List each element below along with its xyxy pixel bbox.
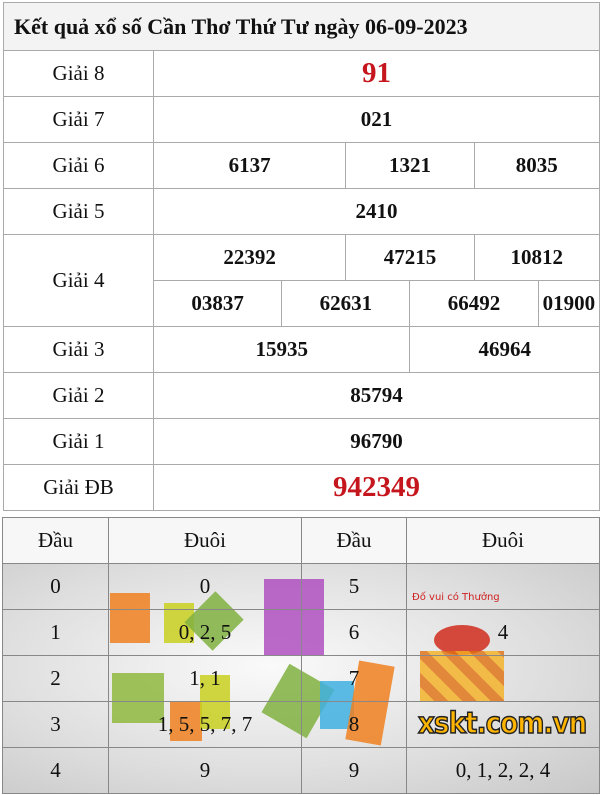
prize-value: 10812 bbox=[473, 234, 601, 281]
prize-row-6: Giải 6 6137 1321 8035 bbox=[3, 142, 601, 189]
prize-value: 1321 bbox=[345, 142, 475, 189]
prize-row-db: Giải ĐB 942349 bbox=[3, 464, 600, 511]
prize-row-4: Giải 4 22392 47215 10812 bbox=[3, 234, 601, 327]
head-digit: 0 bbox=[2, 563, 109, 610]
head-digit: 5 bbox=[301, 563, 407, 610]
prize-row-2: Giải 2 85794 bbox=[3, 372, 600, 419]
prize-value: 01900 bbox=[537, 280, 601, 327]
head-digit: 9 bbox=[301, 747, 407, 794]
prize-value: 942349 bbox=[153, 464, 600, 511]
head-digit: 1 bbox=[2, 609, 109, 656]
prize-value: 46964 bbox=[409, 326, 600, 373]
tail-digits: 9 bbox=[108, 747, 302, 794]
prize-label: Giải 6 bbox=[3, 142, 154, 189]
tail-digits: 1, 1 bbox=[108, 655, 302, 702]
prize-row-5: Giải 5 2410 bbox=[3, 188, 600, 235]
head-digit: 8 bbox=[301, 701, 407, 748]
prize-value: 6137 bbox=[152, 142, 347, 189]
page-title: Kết quả xổ số Cần Thơ Thứ Tư ngày 06-09-… bbox=[3, 2, 600, 51]
tail-digits bbox=[406, 701, 600, 748]
prize-value: 15935 bbox=[152, 326, 411, 373]
brand-logo: xskt.com.vn bbox=[417, 705, 588, 741]
prize-value: 03837 bbox=[152, 280, 283, 327]
prize-value: 91 bbox=[153, 50, 600, 97]
prize-label: Giải 1 bbox=[3, 418, 154, 465]
tail-digits: 0, 2, 5 bbox=[108, 609, 302, 656]
loto-row: 4 9 9 0, 1, 2, 2, 4 bbox=[2, 747, 600, 794]
prize-value: 62631 bbox=[281, 280, 411, 327]
prize-value: 2410 bbox=[153, 188, 600, 235]
tail-digits: 4 bbox=[406, 609, 600, 656]
prize-label: Giải 7 bbox=[3, 96, 154, 143]
prize-label: Giải 5 bbox=[3, 188, 154, 235]
head-digit: 2 bbox=[2, 655, 109, 702]
prize-value: 96790 bbox=[153, 418, 600, 465]
prize-value: 85794 bbox=[153, 372, 600, 419]
results-table: Kết quả xổ số Cần Thơ Thứ Tư ngày 06-09-… bbox=[3, 2, 601, 511]
head-digit: 3 bbox=[2, 701, 109, 748]
prize-label: Giải 2 bbox=[3, 372, 154, 419]
prize-value: 8035 bbox=[473, 142, 601, 189]
head-digit: 7 bbox=[301, 655, 407, 702]
tail-digits: 1, 5, 5, 7, 7 bbox=[108, 701, 302, 748]
prize-value: 021 bbox=[153, 96, 600, 143]
header-dau: Đầu bbox=[301, 517, 407, 564]
prize-label: Giải ĐB bbox=[3, 464, 154, 511]
prize-label: Giải 4 bbox=[3, 234, 154, 327]
prize-value: 22392 bbox=[152, 234, 347, 281]
prize-label: Giải 3 bbox=[3, 326, 154, 373]
head-digit: 6 bbox=[301, 609, 407, 656]
tail-digits: 0 bbox=[108, 563, 302, 610]
header-dau: Đầu bbox=[2, 517, 109, 564]
head-digit: 4 bbox=[2, 747, 109, 794]
tail-digits: 0, 1, 2, 2, 4 bbox=[406, 747, 600, 794]
tail-digits bbox=[406, 655, 600, 702]
prize-row-3: Giải 3 15935 46964 bbox=[3, 326, 600, 373]
prize-value: 47215 bbox=[345, 234, 475, 281]
tail-digits bbox=[406, 563, 600, 610]
prize-label: Giải 8 bbox=[3, 50, 154, 97]
prize-row-8: Giải 8 91 bbox=[3, 50, 600, 97]
header-duoi: Đuôi bbox=[108, 517, 302, 564]
prize-row-1: Giải 1 96790 bbox=[3, 418, 600, 465]
header-duoi: Đuôi bbox=[406, 517, 600, 564]
prize-row-7: Giải 7 021 bbox=[3, 96, 600, 143]
prize-value: 66492 bbox=[409, 280, 539, 327]
